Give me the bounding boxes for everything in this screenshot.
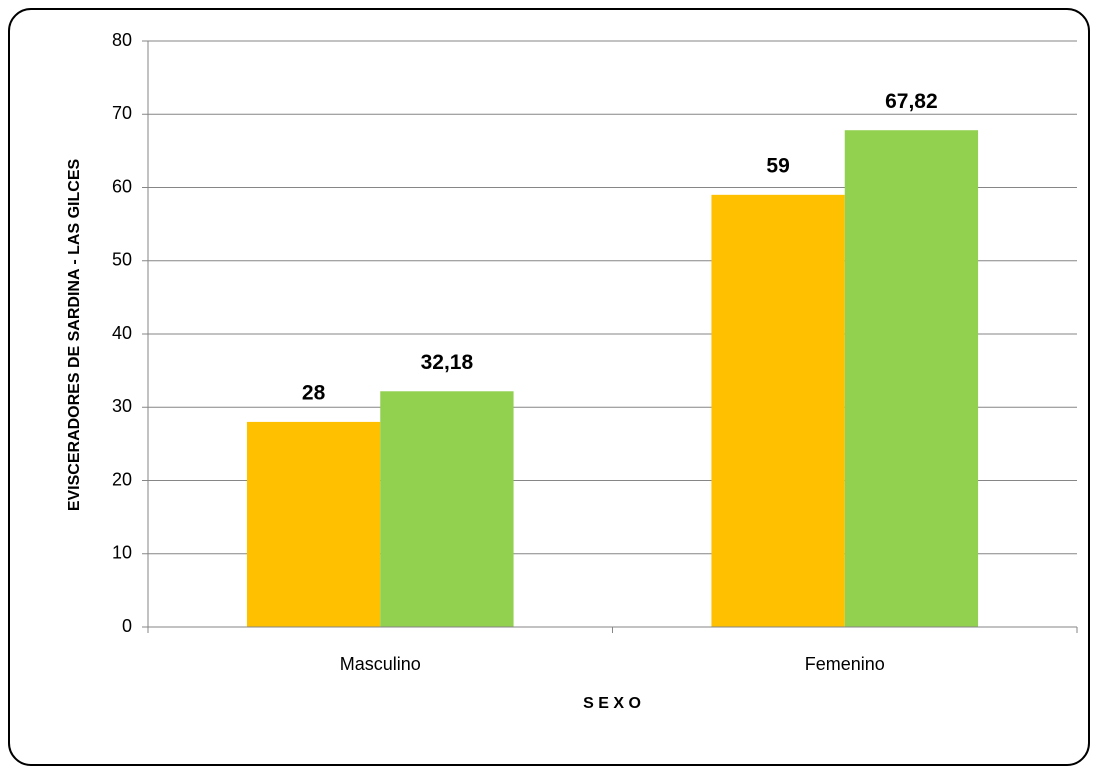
x-tick-label: Femenino [805, 654, 885, 674]
value-label: 28 [302, 381, 326, 404]
y-tick-label: 80 [112, 30, 132, 50]
y-tick-label: 20 [112, 469, 132, 489]
y-tick-label: 0 [122, 616, 132, 636]
bar [380, 391, 514, 627]
y-tick-label: 50 [112, 250, 132, 270]
value-label: 67,82 [885, 90, 938, 113]
y-tick-label: 10 [112, 543, 132, 563]
y-tick-label: 30 [112, 396, 132, 416]
bar [246, 421, 381, 627]
y-tick-label: 60 [112, 176, 132, 196]
value-label: 59 [766, 154, 789, 177]
x-axis-title: S E X O [583, 695, 641, 712]
y-tick-label: 40 [112, 323, 132, 343]
y-axis-title: EVISCERADORES DE SARDINA - LAS GILCES [66, 159, 83, 512]
x-tick-label: Masculino [340, 654, 421, 674]
bar [844, 130, 979, 627]
bar [711, 194, 845, 627]
y-tick-label: 70 [112, 103, 132, 123]
value-label: 32,18 [421, 351, 474, 374]
